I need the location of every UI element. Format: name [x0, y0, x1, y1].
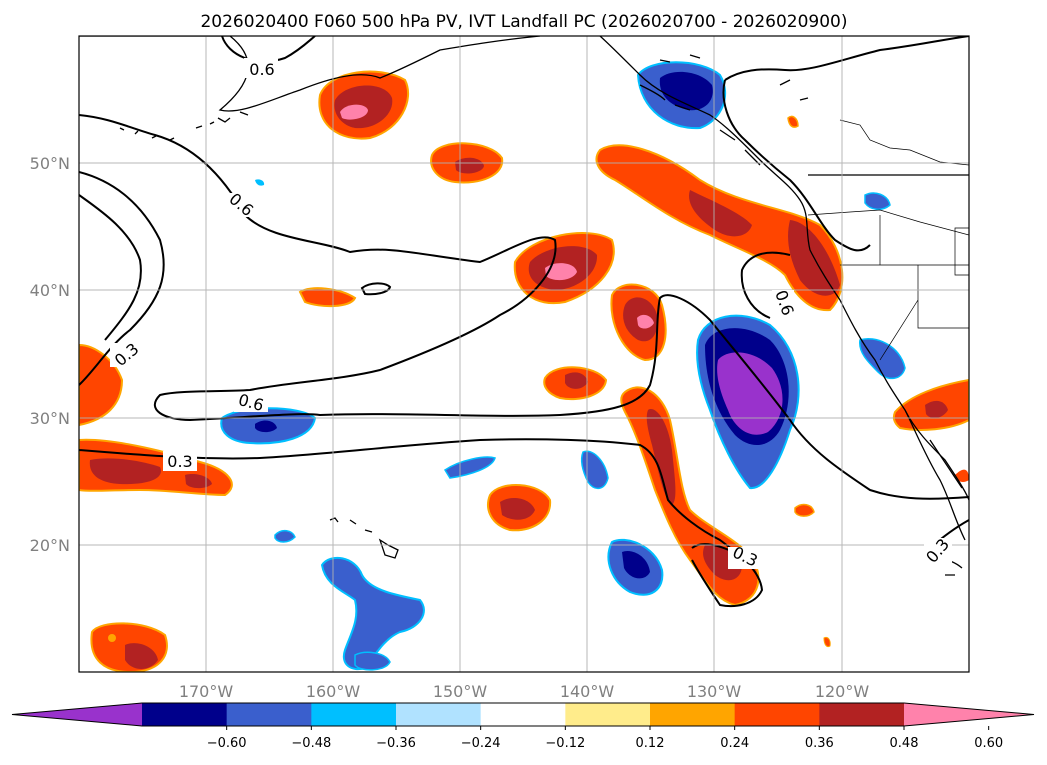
colorbar-swatch — [650, 703, 736, 726]
baja-california — [904, 409, 966, 541]
hawaii-islands — [329, 517, 399, 559]
lon-tick-150w: 150°W — [433, 682, 488, 701]
lon-tick-140w: 140°W — [560, 682, 615, 701]
colorbar-tick-label: −0.24 — [461, 736, 501, 751]
anomaly-blob-small-west — [298, 287, 357, 308]
coastlines — [79, 36, 969, 576]
lat-tick-30n: 30°N — [30, 409, 70, 428]
colorbar-extend-min — [12, 703, 142, 726]
contour-label-1: 0.6 — [249, 60, 274, 79]
contour-06-east — [724, 36, 969, 81]
colorbar-tick-label: 0.60 — [974, 736, 1003, 751]
colorbar-tick-label: 0.36 — [805, 736, 834, 751]
colorbar: −0.60 −0.48 −0.36 −0.24 −0.12 0.12 0.24 0.36 0.4… — [11, 702, 1035, 751]
contour-03-south — [79, 438, 764, 608]
colorbar-tick-label: −0.60 — [207, 736, 247, 751]
contour-03-west — [79, 171, 165, 386]
colorbar-swatch — [480, 703, 566, 726]
colorbar-tick-label: 0.12 — [636, 736, 665, 751]
lat-tick-50n: 50°N — [30, 154, 70, 173]
colorbar-labels: −0.60 −0.48 −0.36 −0.24 −0.12 0.12 0.24 0.36 0.4… — [207, 726, 1003, 751]
contour-label-6: 0.3 — [167, 452, 192, 471]
map-panel: 0.6 0.6 0.6 0.6 0.3 0.3 0.3 0.3 — [78, 35, 970, 673]
colorbar-outline — [11, 702, 1035, 727]
colorbar-swatch — [142, 703, 228, 726]
lon-tick-120w: 120°W — [815, 682, 870, 701]
anomaly-blob-subtropical — [610, 283, 667, 362]
colorbar-swatch — [734, 703, 820, 726]
colorbar-swatches — [11, 702, 1035, 727]
gridlines — [79, 36, 969, 672]
anomaly-blob-gulf-alaska — [318, 70, 410, 140]
lat-tick-20n: 20°N — [30, 536, 70, 555]
state-boundaries — [807, 119, 969, 361]
lon-tick-170w: 170°W — [179, 682, 234, 701]
colorbar-tick-label: −0.48 — [291, 736, 331, 751]
lat-tick-40n: 40°N — [30, 281, 70, 300]
contour-06-north — [221, 36, 316, 63]
colorbar-swatch — [396, 703, 482, 726]
contour-labels: 0.6 0.6 0.6 0.6 0.3 0.3 0.3 0.3 — [110, 58, 953, 571]
latitude-tick-labels: 50°N 40°N 30°N 20°N — [30, 154, 70, 555]
lon-tick-160w: 160°W — [306, 682, 361, 701]
contour-06-main — [79, 114, 969, 500]
bc-coast — [599, 36, 969, 501]
colorbar-tick-label: −0.36 — [376, 736, 416, 751]
longitude-tick-labels: 170°W 160°W 150°W 140°W 130°W 120°W — [179, 682, 870, 701]
colorbar-swatch — [311, 703, 397, 726]
map-frame — [78, 35, 970, 673]
figure-title: 2026020400 F060 500 hPa PV, IVT Landfall… — [200, 12, 847, 32]
colorbar-swatch — [819, 703, 905, 726]
colorbar-swatch — [226, 703, 312, 726]
alaska-coast — [79, 36, 541, 112]
colorbar-swatch — [565, 703, 651, 726]
colorbar-tick-label: −0.12 — [545, 736, 585, 751]
lon-tick-130w: 130°W — [687, 682, 742, 701]
colorbar-tick-label: 0.48 — [890, 736, 919, 751]
anomaly-blob-south-hawaii — [320, 556, 425, 670]
colorbar-extend-max — [904, 703, 1034, 726]
anomaly-blob-northeast-pacific-low — [696, 314, 800, 490]
colorbar-tick-label: 0.24 — [720, 736, 749, 751]
